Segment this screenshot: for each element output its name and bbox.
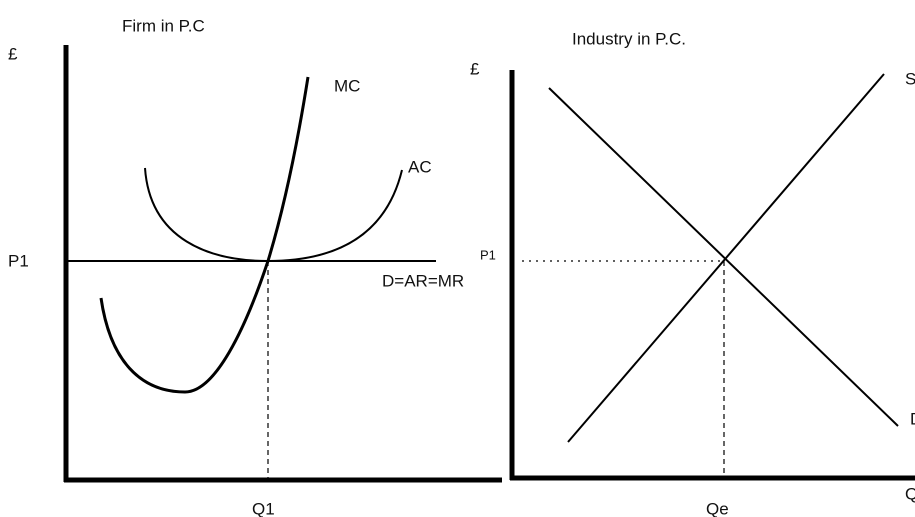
label: D — [910, 409, 915, 428]
label: P1 — [8, 251, 29, 270]
label: MC — [334, 76, 360, 95]
mc-curve — [99, 76, 310, 394]
title: Firm in P.C — [122, 16, 205, 35]
axis-label: Q — [905, 484, 915, 503]
axis-label: £ — [470, 59, 480, 78]
supply-line — [567, 73, 885, 443]
axis-label: £ — [8, 44, 18, 63]
label: Qe — [706, 499, 729, 517]
label: D=AR=MR — [382, 271, 464, 290]
label: P1 — [480, 247, 496, 262]
label: Q1 — [252, 499, 275, 517]
label: S — [905, 69, 915, 88]
label: AC — [408, 157, 432, 176]
demand-line — [548, 87, 899, 427]
title: Industry in P.C. — [572, 29, 686, 48]
